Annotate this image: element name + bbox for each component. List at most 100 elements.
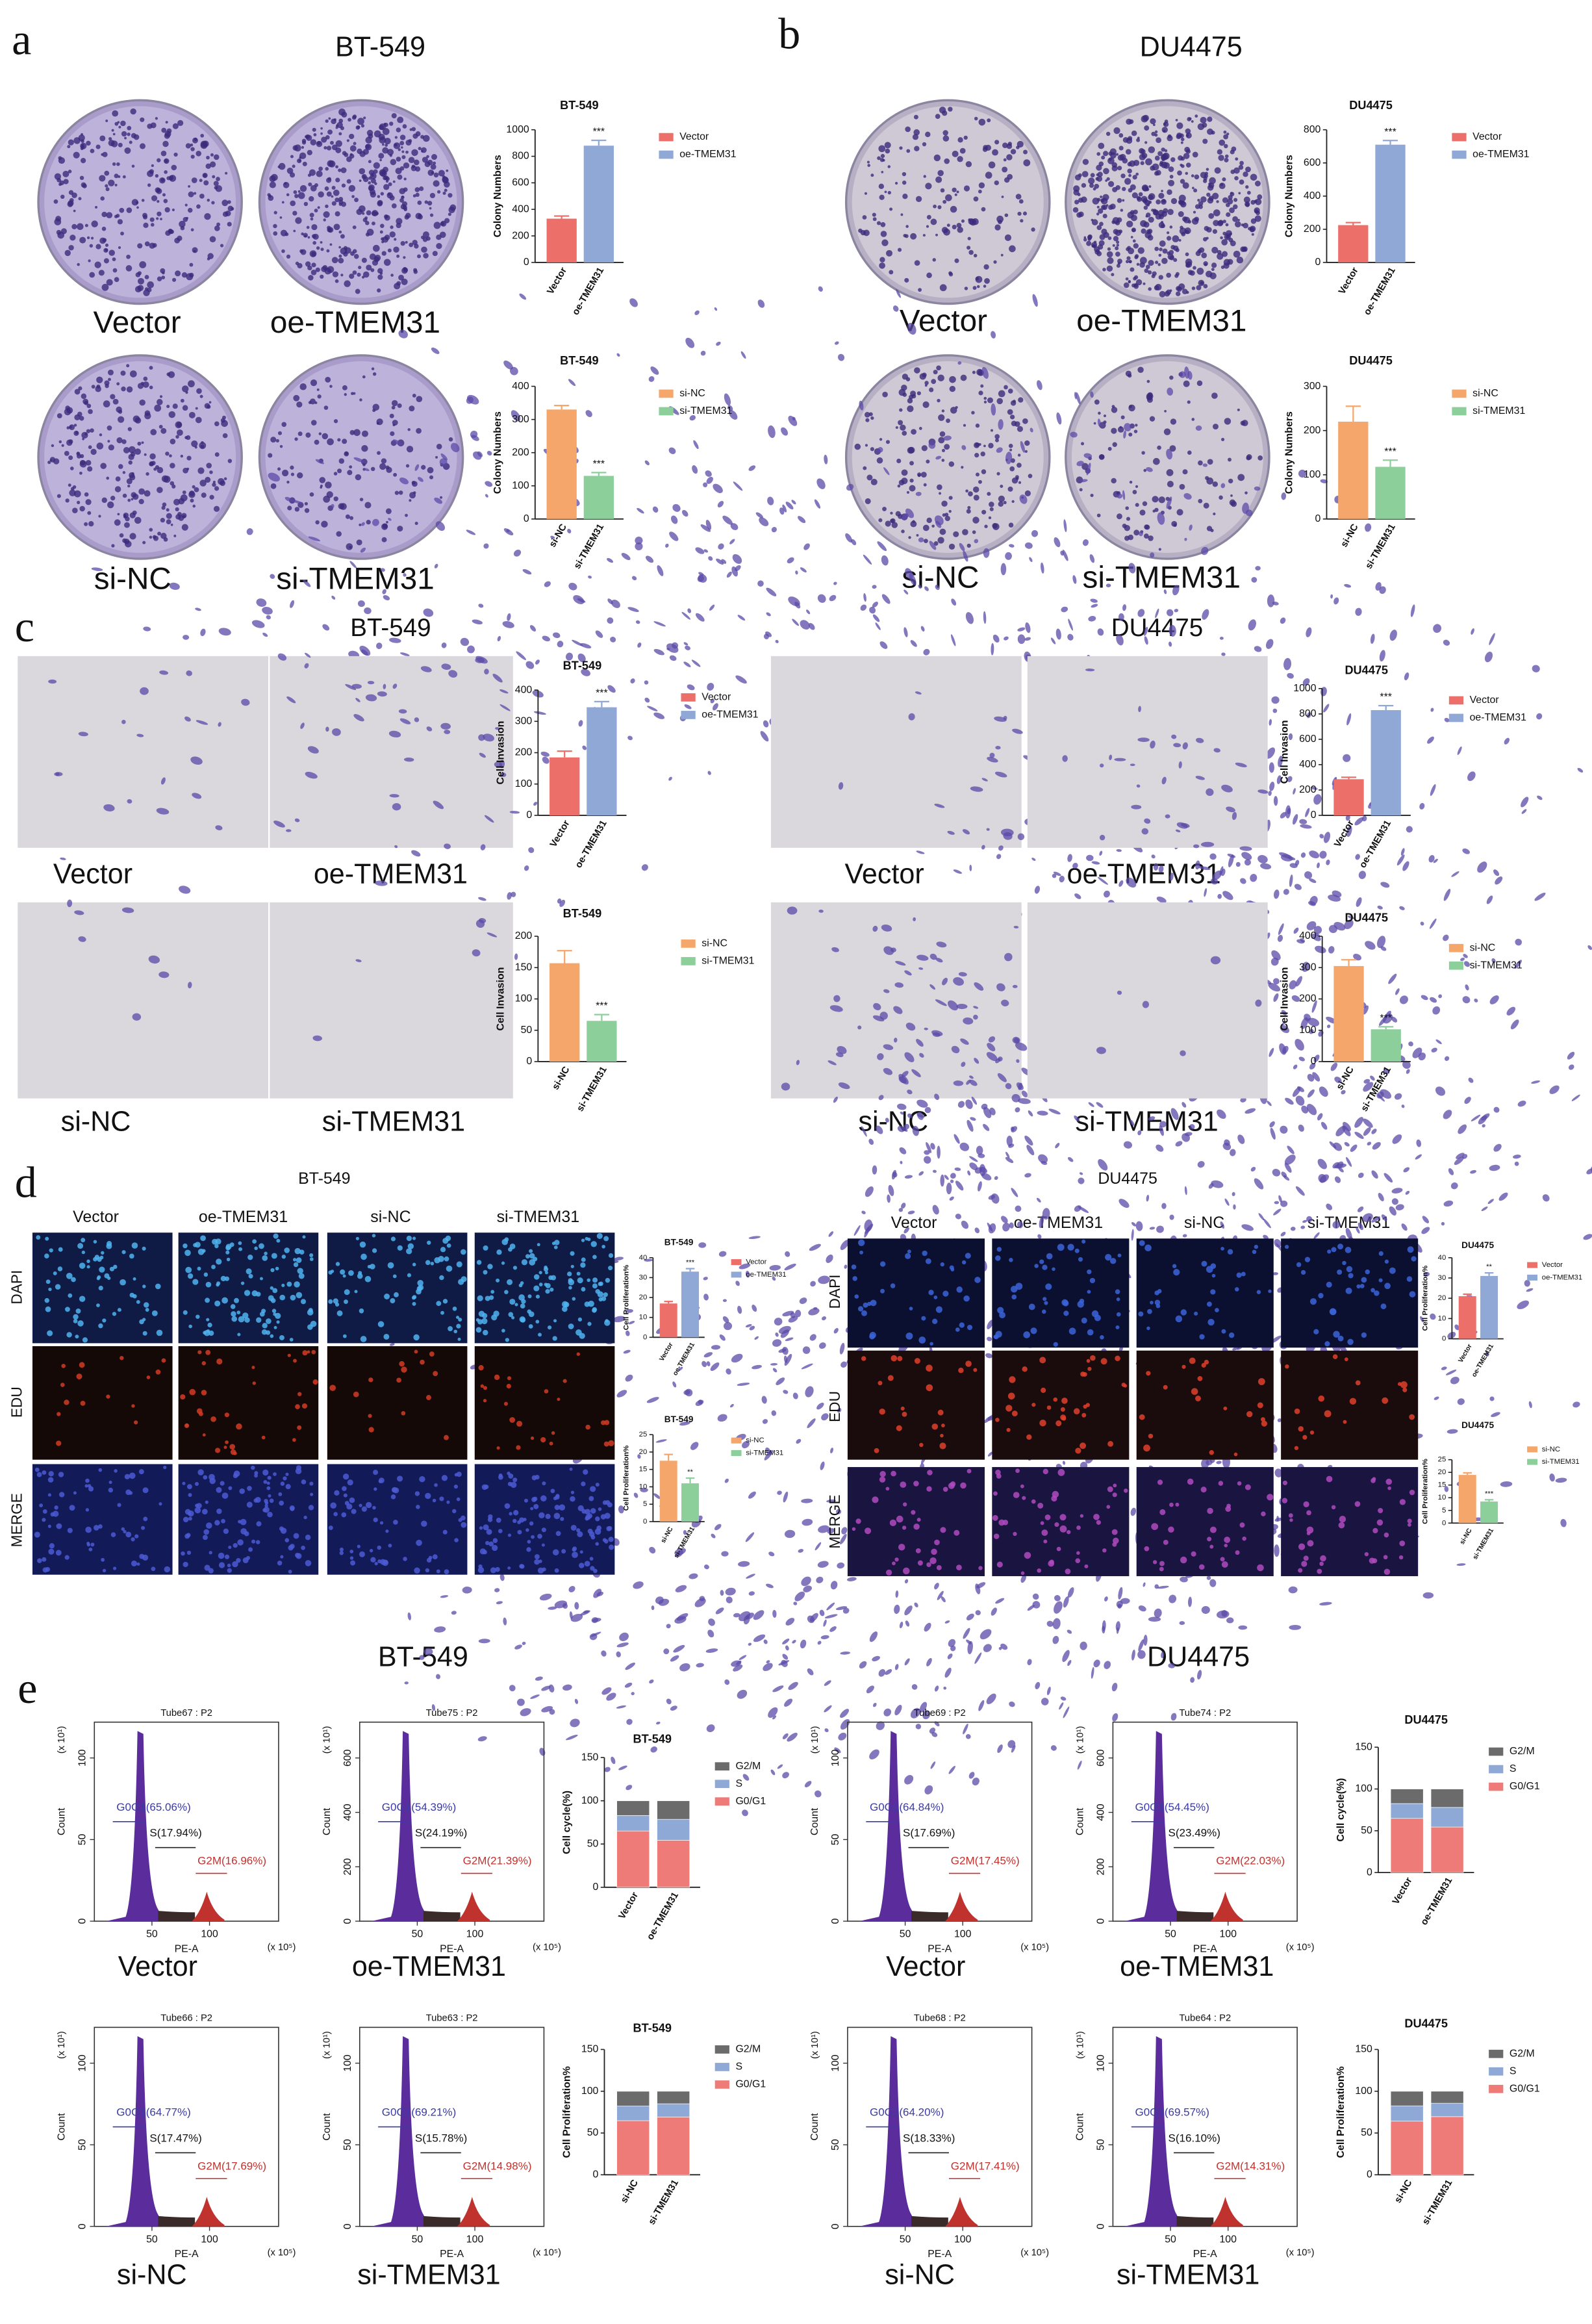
colony	[348, 185, 356, 192]
colony	[68, 170, 72, 173]
colony	[135, 272, 141, 277]
colony	[1161, 199, 1166, 203]
colony	[890, 511, 893, 515]
colony	[906, 149, 911, 153]
colony	[88, 445, 92, 450]
nucleus	[133, 1294, 137, 1299]
colony	[1187, 400, 1191, 404]
colony	[1237, 408, 1240, 411]
colony	[1083, 238, 1087, 242]
colony	[101, 497, 107, 504]
colony	[305, 261, 311, 267]
colony	[1093, 422, 1096, 425]
colony	[1009, 466, 1015, 472]
colony	[133, 415, 140, 423]
colony	[110, 496, 116, 501]
nucleus	[575, 1329, 582, 1336]
colony	[190, 147, 195, 151]
colony	[116, 214, 120, 218]
colony	[327, 227, 334, 233]
nucleus	[284, 1247, 290, 1253]
colony	[349, 465, 353, 469]
colony	[1125, 277, 1129, 281]
nucleus	[476, 1260, 482, 1265]
colony	[1230, 494, 1233, 497]
colony	[1217, 249, 1222, 255]
colony	[333, 189, 340, 196]
colony	[105, 248, 108, 252]
colony	[368, 160, 372, 164]
colony	[157, 466, 164, 474]
colony	[946, 223, 950, 227]
colony	[1111, 428, 1117, 434]
colony	[126, 254, 131, 259]
colony	[362, 463, 366, 466]
nucleus	[554, 1240, 560, 1245]
nucleus	[544, 1283, 548, 1286]
colony	[117, 121, 120, 124]
colony	[1207, 197, 1214, 204]
colony	[1117, 166, 1122, 171]
colony	[152, 243, 157, 248]
colony	[1249, 227, 1253, 231]
colony	[1139, 257, 1147, 264]
colony	[1009, 245, 1016, 253]
colony	[95, 385, 101, 392]
colony	[422, 157, 429, 163]
colony	[273, 211, 277, 214]
nucleus	[412, 1236, 416, 1240]
colony	[368, 176, 372, 180]
colony	[151, 195, 158, 201]
colony	[398, 148, 401, 151]
colony	[1191, 286, 1196, 290]
colony	[73, 424, 77, 427]
colony	[1116, 513, 1122, 520]
colony	[186, 455, 192, 461]
colony	[1185, 252, 1189, 257]
colony	[213, 154, 220, 160]
colony	[175, 270, 181, 277]
colony	[161, 127, 167, 133]
colony	[188, 411, 196, 418]
colony	[1166, 272, 1172, 278]
colony	[338, 254, 342, 258]
colony	[323, 405, 329, 410]
colony	[299, 156, 302, 159]
nucleus	[477, 1295, 483, 1301]
colony	[400, 241, 405, 246]
colony	[314, 439, 320, 445]
colony	[1170, 157, 1176, 162]
colony	[1135, 172, 1139, 176]
colony	[187, 207, 193, 213]
colony	[190, 155, 195, 159]
nucleus	[264, 1251, 268, 1256]
colony	[442, 176, 448, 183]
colony	[925, 183, 932, 190]
colony	[909, 478, 914, 483]
nucleus	[296, 1292, 303, 1299]
colony	[68, 139, 74, 146]
colony	[119, 533, 124, 538]
nucleus	[483, 1329, 488, 1336]
nucleus	[360, 1253, 367, 1260]
colony	[954, 258, 959, 263]
nucleus	[572, 1297, 576, 1301]
cell	[1130, 763, 1135, 767]
colony	[1223, 134, 1229, 140]
colony	[331, 257, 338, 264]
colony	[1207, 116, 1213, 122]
colony	[327, 266, 335, 274]
colony	[161, 275, 166, 280]
colony	[150, 223, 155, 227]
colony	[342, 151, 347, 156]
colony	[1011, 420, 1017, 427]
colony	[1159, 160, 1164, 165]
nucleus	[216, 1258, 222, 1265]
colony	[131, 498, 134, 501]
colony	[149, 535, 153, 539]
colony	[320, 274, 324, 279]
colony	[1118, 146, 1124, 151]
colony	[1132, 490, 1137, 494]
colony	[385, 144, 388, 147]
colony	[327, 177, 331, 181]
